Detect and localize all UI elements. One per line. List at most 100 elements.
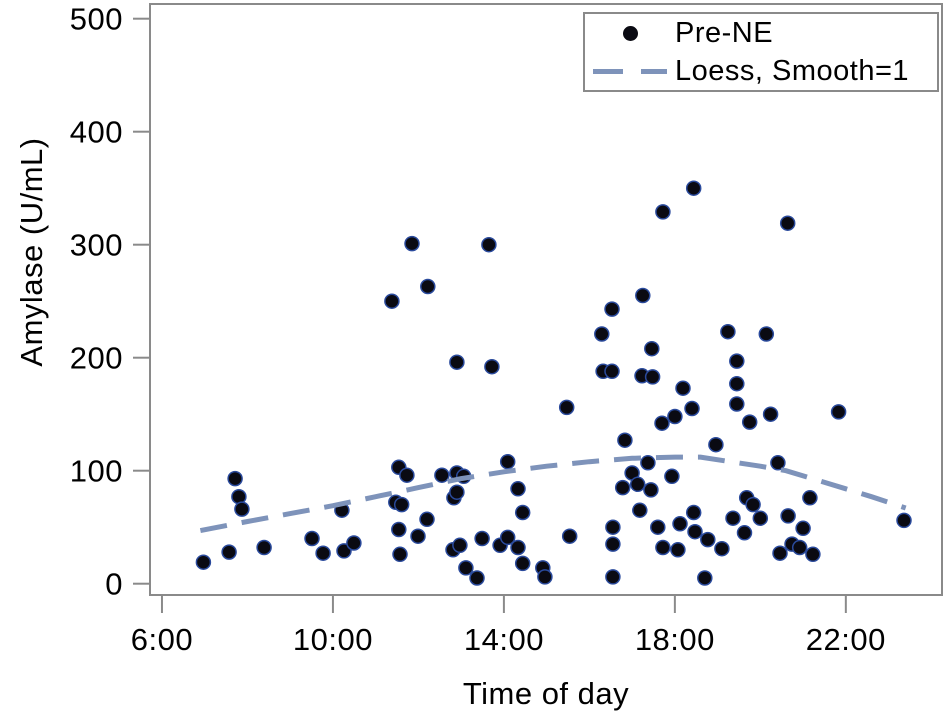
- scatter-point: [697, 570, 713, 586]
- scatter-point: [234, 501, 250, 517]
- scatter-point: [725, 510, 741, 526]
- scatter-point: [684, 400, 700, 417]
- scatter-point: [896, 512, 912, 529]
- scatter-point: [805, 546, 821, 563]
- legend-item-pre-ne: Pre-NE: [585, 14, 937, 52]
- scatter-point: [221, 544, 237, 560]
- scatter-point: [675, 380, 691, 396]
- scatter-point: [561, 528, 578, 544]
- scatter-point: [499, 529, 516, 546]
- scatter-point: [650, 519, 666, 535]
- scatter-point: [410, 528, 426, 544]
- scatter-point: [667, 408, 683, 425]
- x-axis-title: Time of day: [462, 676, 630, 711]
- scatter-point: [720, 323, 736, 340]
- pre-ne-dot-marker: [585, 25, 675, 41]
- scatter-point: [227, 470, 243, 487]
- scatter-point: [655, 539, 671, 556]
- scatter-point: [304, 530, 320, 547]
- x-tick-label: 18:00: [635, 622, 715, 657]
- scatter-point: [729, 375, 745, 392]
- scatter-point: [708, 436, 724, 453]
- scatter-point: [654, 415, 670, 431]
- scatter-point: [499, 453, 516, 470]
- x-tick-label: 14:00: [464, 622, 544, 657]
- scatter-point: [700, 531, 716, 548]
- scatter-point: [558, 399, 575, 416]
- x-tick-label: 22:00: [806, 622, 886, 657]
- scatter-point: [605, 519, 621, 535]
- scatter-point: [640, 455, 656, 471]
- scatter-point: [537, 569, 553, 585]
- scatter-point: [474, 530, 490, 547]
- scatter-point: [752, 510, 769, 526]
- scatter-point: [655, 204, 671, 220]
- scatter-point: [604, 363, 620, 380]
- legend: Pre-NE Loess, Smooth=1: [583, 12, 939, 92]
- scatter-point: [614, 479, 631, 496]
- scatter-point: [315, 545, 331, 561]
- scatter-point: [795, 520, 811, 537]
- loess-curve: [199, 454, 907, 534]
- scatter-point: [384, 293, 400, 309]
- scatter-point: [685, 504, 702, 521]
- scatter-point: [404, 235, 420, 252]
- scatter-point: [617, 432, 633, 448]
- x-tick-label: 10:00: [293, 622, 373, 657]
- scatter-point: [514, 555, 531, 572]
- scatter-point: [392, 546, 408, 563]
- legend-label-pre-ne: Pre-NE: [675, 16, 774, 49]
- scatter-point: [745, 496, 761, 513]
- scatter-point: [484, 358, 500, 375]
- scatter-point: [672, 516, 688, 532]
- scatter-point: [762, 406, 779, 422]
- plot-frame: [149, 3, 943, 596]
- scatter-point: [256, 539, 272, 556]
- scatter-point: [632, 502, 648, 518]
- scatter-point: [434, 467, 450, 483]
- scatter-point: [664, 468, 680, 485]
- y-tick-label: 400: [70, 115, 123, 150]
- scatter-point: [399, 467, 415, 483]
- scatter-point: [772, 545, 788, 561]
- scatter-point: [594, 326, 610, 342]
- scatter-point: [644, 340, 660, 357]
- scatter-point: [802, 490, 818, 506]
- scatter-point: [419, 511, 435, 528]
- scatter-point: [393, 496, 410, 513]
- scatter-point: [449, 484, 465, 500]
- scatter-point: [687, 523, 703, 540]
- scatter-point: [830, 404, 847, 420]
- y-tick-label: 500: [70, 2, 123, 37]
- scatter-point: [452, 537, 468, 554]
- scatter-point: [644, 369, 661, 385]
- legend-item-loess: Loess, Smooth=1: [585, 52, 937, 90]
- y-tick-label: 200: [70, 341, 123, 376]
- y-tick-label: 100: [70, 454, 123, 489]
- scatter-point: [514, 504, 531, 521]
- scatter-point: [481, 236, 497, 253]
- scatter-point: [605, 569, 621, 585]
- scatter-point: [736, 525, 753, 541]
- scatter-point: [714, 540, 730, 557]
- scatter-point: [605, 536, 621, 552]
- scatter-point: [780, 508, 796, 524]
- scatter-point: [758, 326, 775, 342]
- scatter-point: [729, 396, 745, 412]
- scatter-point: [510, 481, 526, 497]
- scatter-point: [449, 354, 465, 370]
- scatter-point: [336, 543, 352, 559]
- scatter-point: [635, 287, 651, 304]
- scatter-point: [391, 521, 407, 538]
- scatter-point: [195, 554, 212, 570]
- scatter-point: [729, 353, 745, 369]
- scatter-point: [510, 539, 526, 556]
- y-axis-title: Amylase (U/mL): [14, 137, 49, 367]
- scatter-point: [741, 414, 758, 430]
- scatter-point: [469, 570, 485, 586]
- y-tick-label: 300: [70, 228, 123, 263]
- loess-dash-marker: [585, 68, 675, 74]
- scatter-point: [643, 482, 659, 498]
